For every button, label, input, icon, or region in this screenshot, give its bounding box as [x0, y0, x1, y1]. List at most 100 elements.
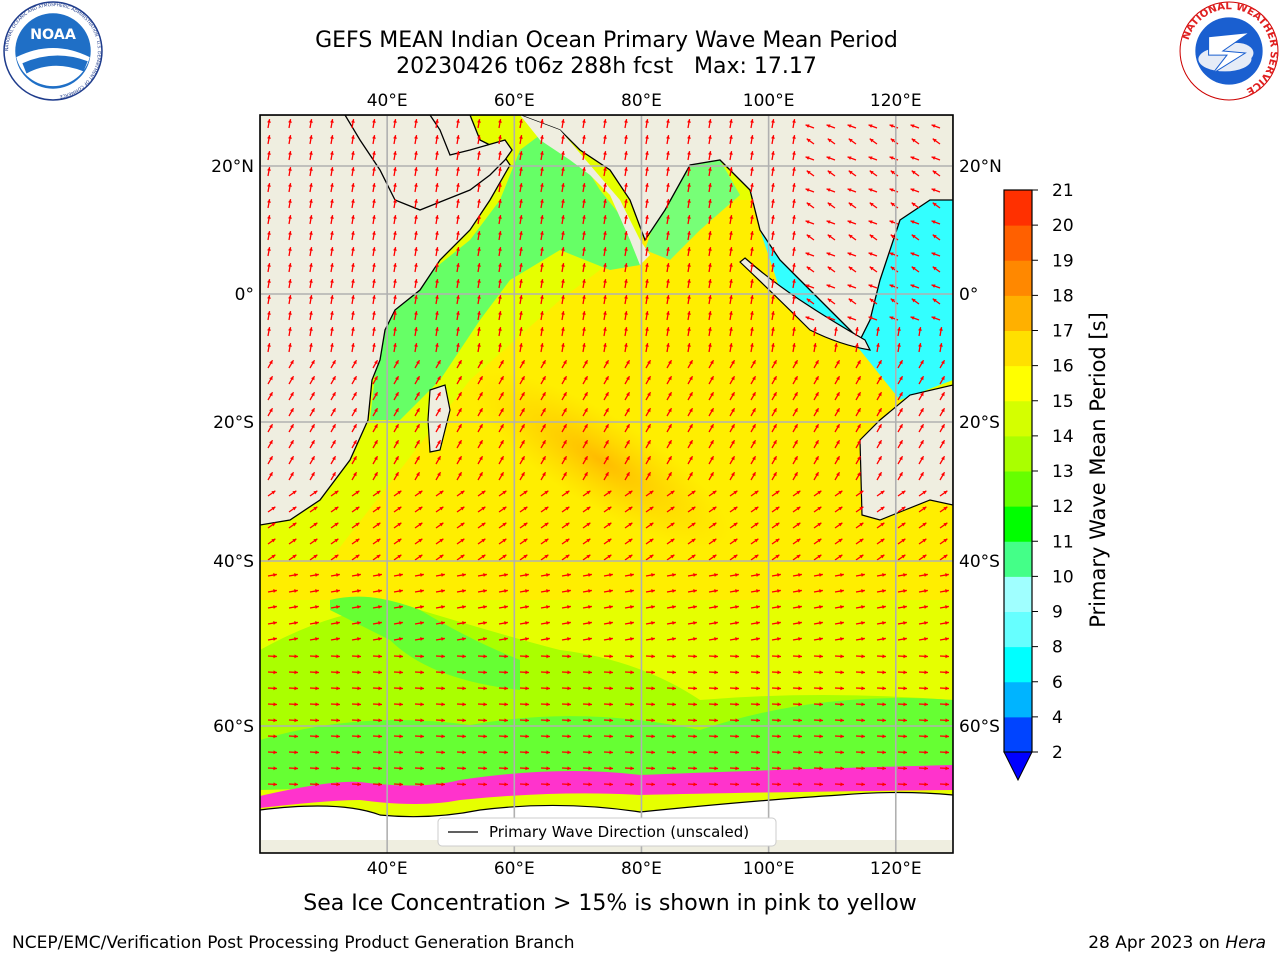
wave-arrow: [750, 471, 757, 481]
wave-arrow: [729, 199, 733, 209]
wave-arrow: [435, 359, 442, 369]
wave-arrow: [561, 327, 565, 337]
wave-arrow: [288, 766, 299, 771]
wave-arrow: [813, 375, 820, 385]
wave-arrow: [939, 471, 946, 481]
wave-arrow: [855, 327, 859, 337]
wave-arrow: [309, 295, 313, 305]
wave-arrow: [435, 750, 446, 755]
wave-arrow: [645, 686, 656, 691]
wave-arrow: [876, 621, 886, 625]
wave-arrow: [288, 359, 295, 369]
wave-arrow: [309, 670, 320, 675]
wave-arrow: [603, 375, 610, 385]
wave-arrow: [267, 231, 271, 241]
wave-arrow: [351, 455, 358, 465]
wave-arrow: [729, 637, 739, 641]
colorbar-tick-label: 20: [1052, 216, 1074, 236]
wave-arrow: [288, 263, 292, 273]
wave-arrow: [582, 522, 591, 529]
wave-arrow: [372, 573, 382, 577]
wave-arrow: [309, 391, 316, 401]
wave-arrow: [666, 279, 670, 289]
wave-arrow: [806, 234, 815, 241]
wave-arrow: [910, 156, 920, 161]
wave-arrow: [330, 455, 337, 465]
wave-arrow: [729, 654, 740, 659]
wave-arrow: [540, 782, 551, 787]
wave-arrow: [645, 621, 655, 625]
wave-arrow: [582, 654, 593, 659]
wave-arrow: [456, 279, 460, 289]
wave-arrow: [834, 423, 841, 433]
wave-arrow: [582, 279, 586, 289]
wave-arrow: [456, 327, 460, 337]
wave-arrow: [750, 391, 757, 401]
wave-arrow: [847, 316, 857, 321]
wave-arrow: [624, 135, 628, 145]
wave-arrow: [288, 343, 292, 353]
colorbar-tick-label: 17: [1052, 322, 1074, 342]
wave-arrow: [834, 359, 841, 369]
wave-arrow: [729, 407, 736, 417]
wave-arrow: [729, 359, 736, 369]
wave-arrow: [708, 734, 719, 739]
wave-arrow: [267, 654, 278, 659]
wave-arrow: [848, 266, 857, 273]
wave-arrow: [910, 220, 920, 225]
wave-arrow: [519, 637, 529, 641]
wave-arrow: [561, 439, 568, 449]
wave-arrow: [498, 621, 508, 625]
wave-arrow: [435, 407, 442, 417]
wave-arrow: [330, 522, 339, 529]
wave-arrow: [645, 327, 649, 337]
wave-arrow: [456, 391, 463, 401]
wave-arrow: [582, 670, 593, 675]
wave-arrow: [267, 718, 278, 723]
wave-arrow: [834, 490, 843, 497]
wave-arrow: [477, 670, 488, 675]
wave-arrow: [582, 702, 593, 707]
wave-arrow: [351, 391, 358, 401]
wave-arrow: [666, 686, 677, 691]
wave-arrow: [771, 734, 782, 739]
wave-arrow: [876, 391, 883, 401]
wave-arrow: [414, 750, 425, 755]
wave-arrow: [645, 263, 649, 273]
wave-arrow: [309, 490, 318, 497]
wave-arrow: [771, 686, 782, 691]
wave-arrow: [330, 506, 339, 513]
wave-arrow: [498, 471, 505, 481]
wave-arrow: [645, 490, 654, 497]
wave-arrow: [771, 407, 778, 417]
wave-arrow: [771, 554, 780, 561]
wave-arrow: [666, 439, 673, 449]
wave-arrow: [414, 407, 421, 417]
wave-arrow: [372, 782, 383, 787]
wave-arrow: [414, 423, 421, 433]
wave-arrow: [414, 439, 421, 449]
wave-arrow: [624, 637, 634, 641]
wave-arrow: [897, 670, 908, 675]
wave-arrow: [876, 471, 883, 481]
wave-arrow: [414, 135, 418, 145]
wave-arrow: [890, 138, 899, 145]
wave-arrow: [309, 343, 313, 353]
wave-arrow: [666, 702, 677, 707]
wave-arrow: [603, 621, 613, 625]
wave-arrow: [309, 734, 320, 739]
wave-arrow: [645, 522, 654, 529]
wave-arrow: [603, 119, 607, 129]
wave-arrow: [624, 702, 635, 707]
wave-arrow: [435, 215, 439, 225]
wave-arrow: [826, 156, 836, 161]
wave-arrow: [582, 119, 586, 129]
wave-arrow: [708, 718, 719, 723]
wave-arrow: [414, 279, 418, 289]
wave-arrow: [372, 490, 381, 497]
wave-arrow: [708, 215, 712, 225]
wave-arrow: [498, 702, 509, 707]
wave-arrow: [876, 637, 886, 641]
wave-arrow: [498, 637, 508, 641]
